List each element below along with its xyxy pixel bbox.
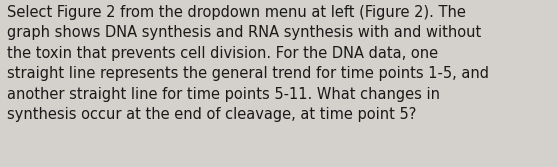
Text: Select Figure 2 from the dropdown menu at left (Figure 2). The
graph shows DNA s: Select Figure 2 from the dropdown menu a… [7, 5, 489, 122]
